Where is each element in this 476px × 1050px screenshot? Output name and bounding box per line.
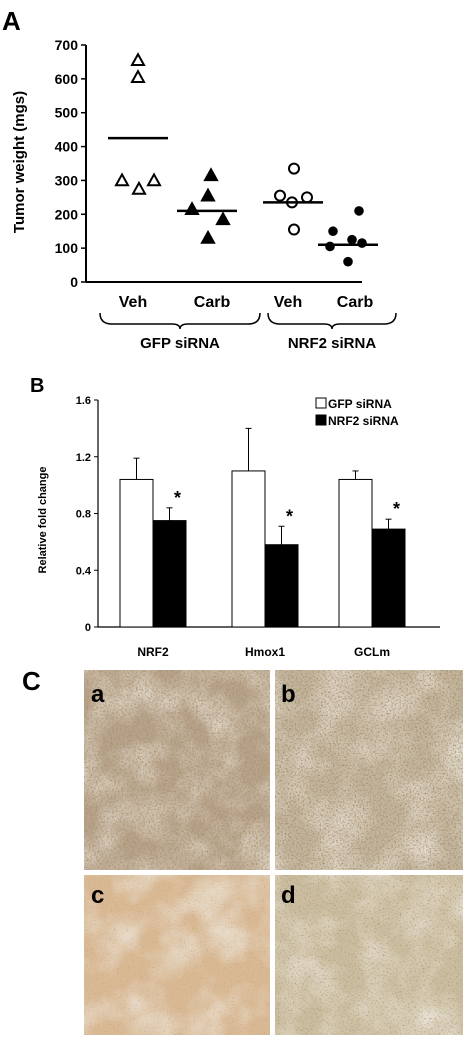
data-point-circle — [343, 256, 353, 267]
y-tick-label: 200 — [55, 206, 79, 222]
significance-asterisk: * — [174, 488, 181, 508]
y-tick-label: 0.8 — [76, 509, 91, 521]
bar — [152, 520, 187, 628]
group-label: NRF2 siRNA — [288, 335, 377, 352]
legend-label: NRF2 siRNA — [328, 414, 399, 428]
y-tick-label: 400 — [55, 139, 79, 155]
micrograph-label-b: b — [281, 681, 296, 708]
data-point-circle — [274, 189, 286, 202]
data-point-circle — [347, 234, 357, 245]
group-brace — [267, 312, 397, 330]
y-tick-label: 0 — [70, 274, 78, 290]
group-brace — [99, 312, 261, 330]
data-point-circle — [328, 226, 338, 237]
category-label: Hmox1 — [245, 645, 285, 659]
group-label: GFP siRNA — [140, 335, 220, 352]
category-label: Carb — [194, 294, 231, 311]
micrograph-c: c — [84, 875, 270, 1035]
data-point-circle — [288, 223, 300, 236]
y-axis-label: Tumor weight (mgs) — [11, 91, 28, 233]
relative-fold-change-bar-chart: Relative fold change 0 0.4 0.8 1.2 1.6 * NRF2 *… — [37, 395, 440, 659]
bar — [264, 544, 299, 628]
panel-letter-a: A — [2, 6, 21, 36]
data-point-triangle — [184, 201, 200, 216]
y-tick-label: 0 — [85, 622, 91, 634]
micrograph-grid: a b c d — [84, 670, 463, 1035]
micrograph-d-speckle — [275, 875, 463, 1035]
significance-asterisk: * — [393, 499, 400, 519]
legend-label: GFP siRNA — [328, 397, 392, 411]
data-point-circle — [288, 162, 300, 175]
y-tick-label: 500 — [55, 105, 79, 121]
y-tick-label: 1.2 — [76, 452, 91, 464]
data-point-triangle — [114, 172, 130, 187]
y-tick-label: 600 — [55, 71, 79, 87]
micrograph-a-speckle — [84, 670, 270, 870]
bar — [231, 470, 266, 628]
data-point-triangle — [130, 69, 146, 83]
legend-swatch — [315, 414, 327, 426]
category-label: Veh — [274, 294, 302, 311]
tumor-weight-scatter-chart: Tumor weight (mgs) 0 100 200 300 400 500 600 70… — [11, 37, 397, 352]
micrograph-d: d — [275, 875, 463, 1035]
data-point-triangle — [146, 172, 162, 187]
micrograph-label-d: d — [281, 882, 296, 909]
data-point-triangle — [131, 180, 147, 195]
panel-letter-b: B — [30, 375, 44, 397]
data-point-triangle — [203, 167, 219, 182]
data-point-triangle — [200, 187, 216, 202]
y-tick-label: 100 — [55, 240, 79, 256]
y-axis-label: Relative fold change — [37, 467, 49, 574]
significance-asterisk: * — [286, 506, 293, 526]
legend-swatch — [315, 397, 327, 409]
micrograph-label-a: a — [91, 681, 105, 708]
micrograph-c-speckle — [84, 875, 270, 1035]
y-tick-label: 0.4 — [76, 565, 92, 577]
category-label: Carb — [337, 294, 374, 311]
bar — [119, 478, 154, 628]
bar — [371, 528, 406, 628]
micrograph-label-c: c — [91, 882, 104, 909]
category-label: GCLm — [354, 645, 390, 659]
bar — [338, 478, 373, 628]
y-tick-label: 700 — [55, 37, 79, 53]
y-tick-label: 300 — [55, 172, 79, 188]
category-label: NRF2 — [137, 645, 169, 659]
category-label: Veh — [119, 294, 147, 311]
data-point-triangle — [200, 229, 216, 244]
micrograph-b: b — [275, 670, 463, 870]
data-point-triangle — [130, 52, 146, 67]
y-tick-label: 1.6 — [76, 395, 91, 407]
micrograph-b-speckle — [275, 670, 463, 870]
data-point-triangle — [215, 211, 231, 226]
panel-letter-c: C — [22, 666, 41, 696]
data-point-circle — [301, 191, 313, 204]
micrograph-a: a — [84, 670, 270, 870]
data-point-circle — [354, 206, 364, 216]
